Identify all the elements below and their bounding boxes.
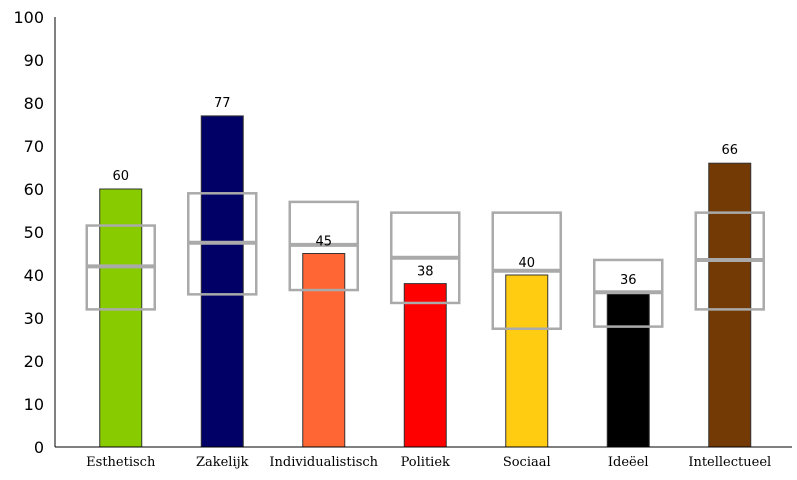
x-axis: Esthetisch Zakelijk Individualistisch Polit…	[55, 446, 792, 470]
y-tick-label: 70	[24, 137, 44, 156]
reference-range-zakelijk	[187, 192, 258, 296]
reference-range-politiek	[390, 211, 461, 305]
data-label: 38	[417, 265, 434, 280]
x-tick-label: Ideëel	[608, 455, 649, 470]
reference-ranges	[85, 192, 765, 330]
y-tick-label: 40	[24, 266, 44, 285]
y-tick-label: 80	[24, 94, 44, 113]
reference-range-individualistisch	[288, 200, 359, 292]
data-labels: 60 77 45 38 40 36 66	[112, 96, 738, 288]
y-tick-label: 100	[13, 8, 44, 27]
bar-sociaal	[505, 274, 549, 448]
bar-politiek	[403, 283, 447, 448]
data-label: 66	[721, 143, 738, 158]
x-tick-label: Esthetisch	[86, 455, 156, 470]
y-axis: 0 10 20 30 40 50 60 70 80 90 100	[13, 8, 56, 457]
bars	[99, 115, 752, 448]
x-tick-label: Zakelijk	[196, 455, 249, 470]
y-tick-label: 10	[24, 395, 44, 414]
reference-range-intellectueel	[694, 211, 765, 311]
bar-individualistisch	[302, 253, 346, 448]
x-tick-label: Individualistisch	[269, 455, 378, 470]
x-tick-label: Sociaal	[503, 455, 551, 470]
reference-range-ideëel	[593, 258, 664, 328]
bar-ideëel	[606, 291, 650, 448]
reference-range-sociaal	[491, 211, 562, 330]
reference-range-esthetisch	[85, 224, 156, 311]
y-tick-label: 20	[24, 352, 44, 371]
y-tick-label: 30	[24, 309, 44, 328]
data-label: 40	[518, 256, 535, 271]
bar-zakelijk	[200, 115, 244, 448]
data-label: 60	[112, 169, 129, 184]
bar-esthetisch	[99, 188, 143, 448]
data-label: 45	[315, 235, 332, 250]
y-tick-label: 50	[24, 223, 44, 242]
y-tick-label: 0	[34, 438, 44, 457]
y-tick-label: 90	[24, 51, 44, 70]
x-tick-label: Politiek	[401, 455, 450, 470]
data-label: 77	[214, 96, 231, 111]
y-tick-label: 60	[24, 180, 44, 199]
x-tick-label: Intellectueel	[688, 455, 771, 470]
bar-intellectueel	[708, 162, 752, 448]
data-label: 36	[620, 273, 637, 288]
